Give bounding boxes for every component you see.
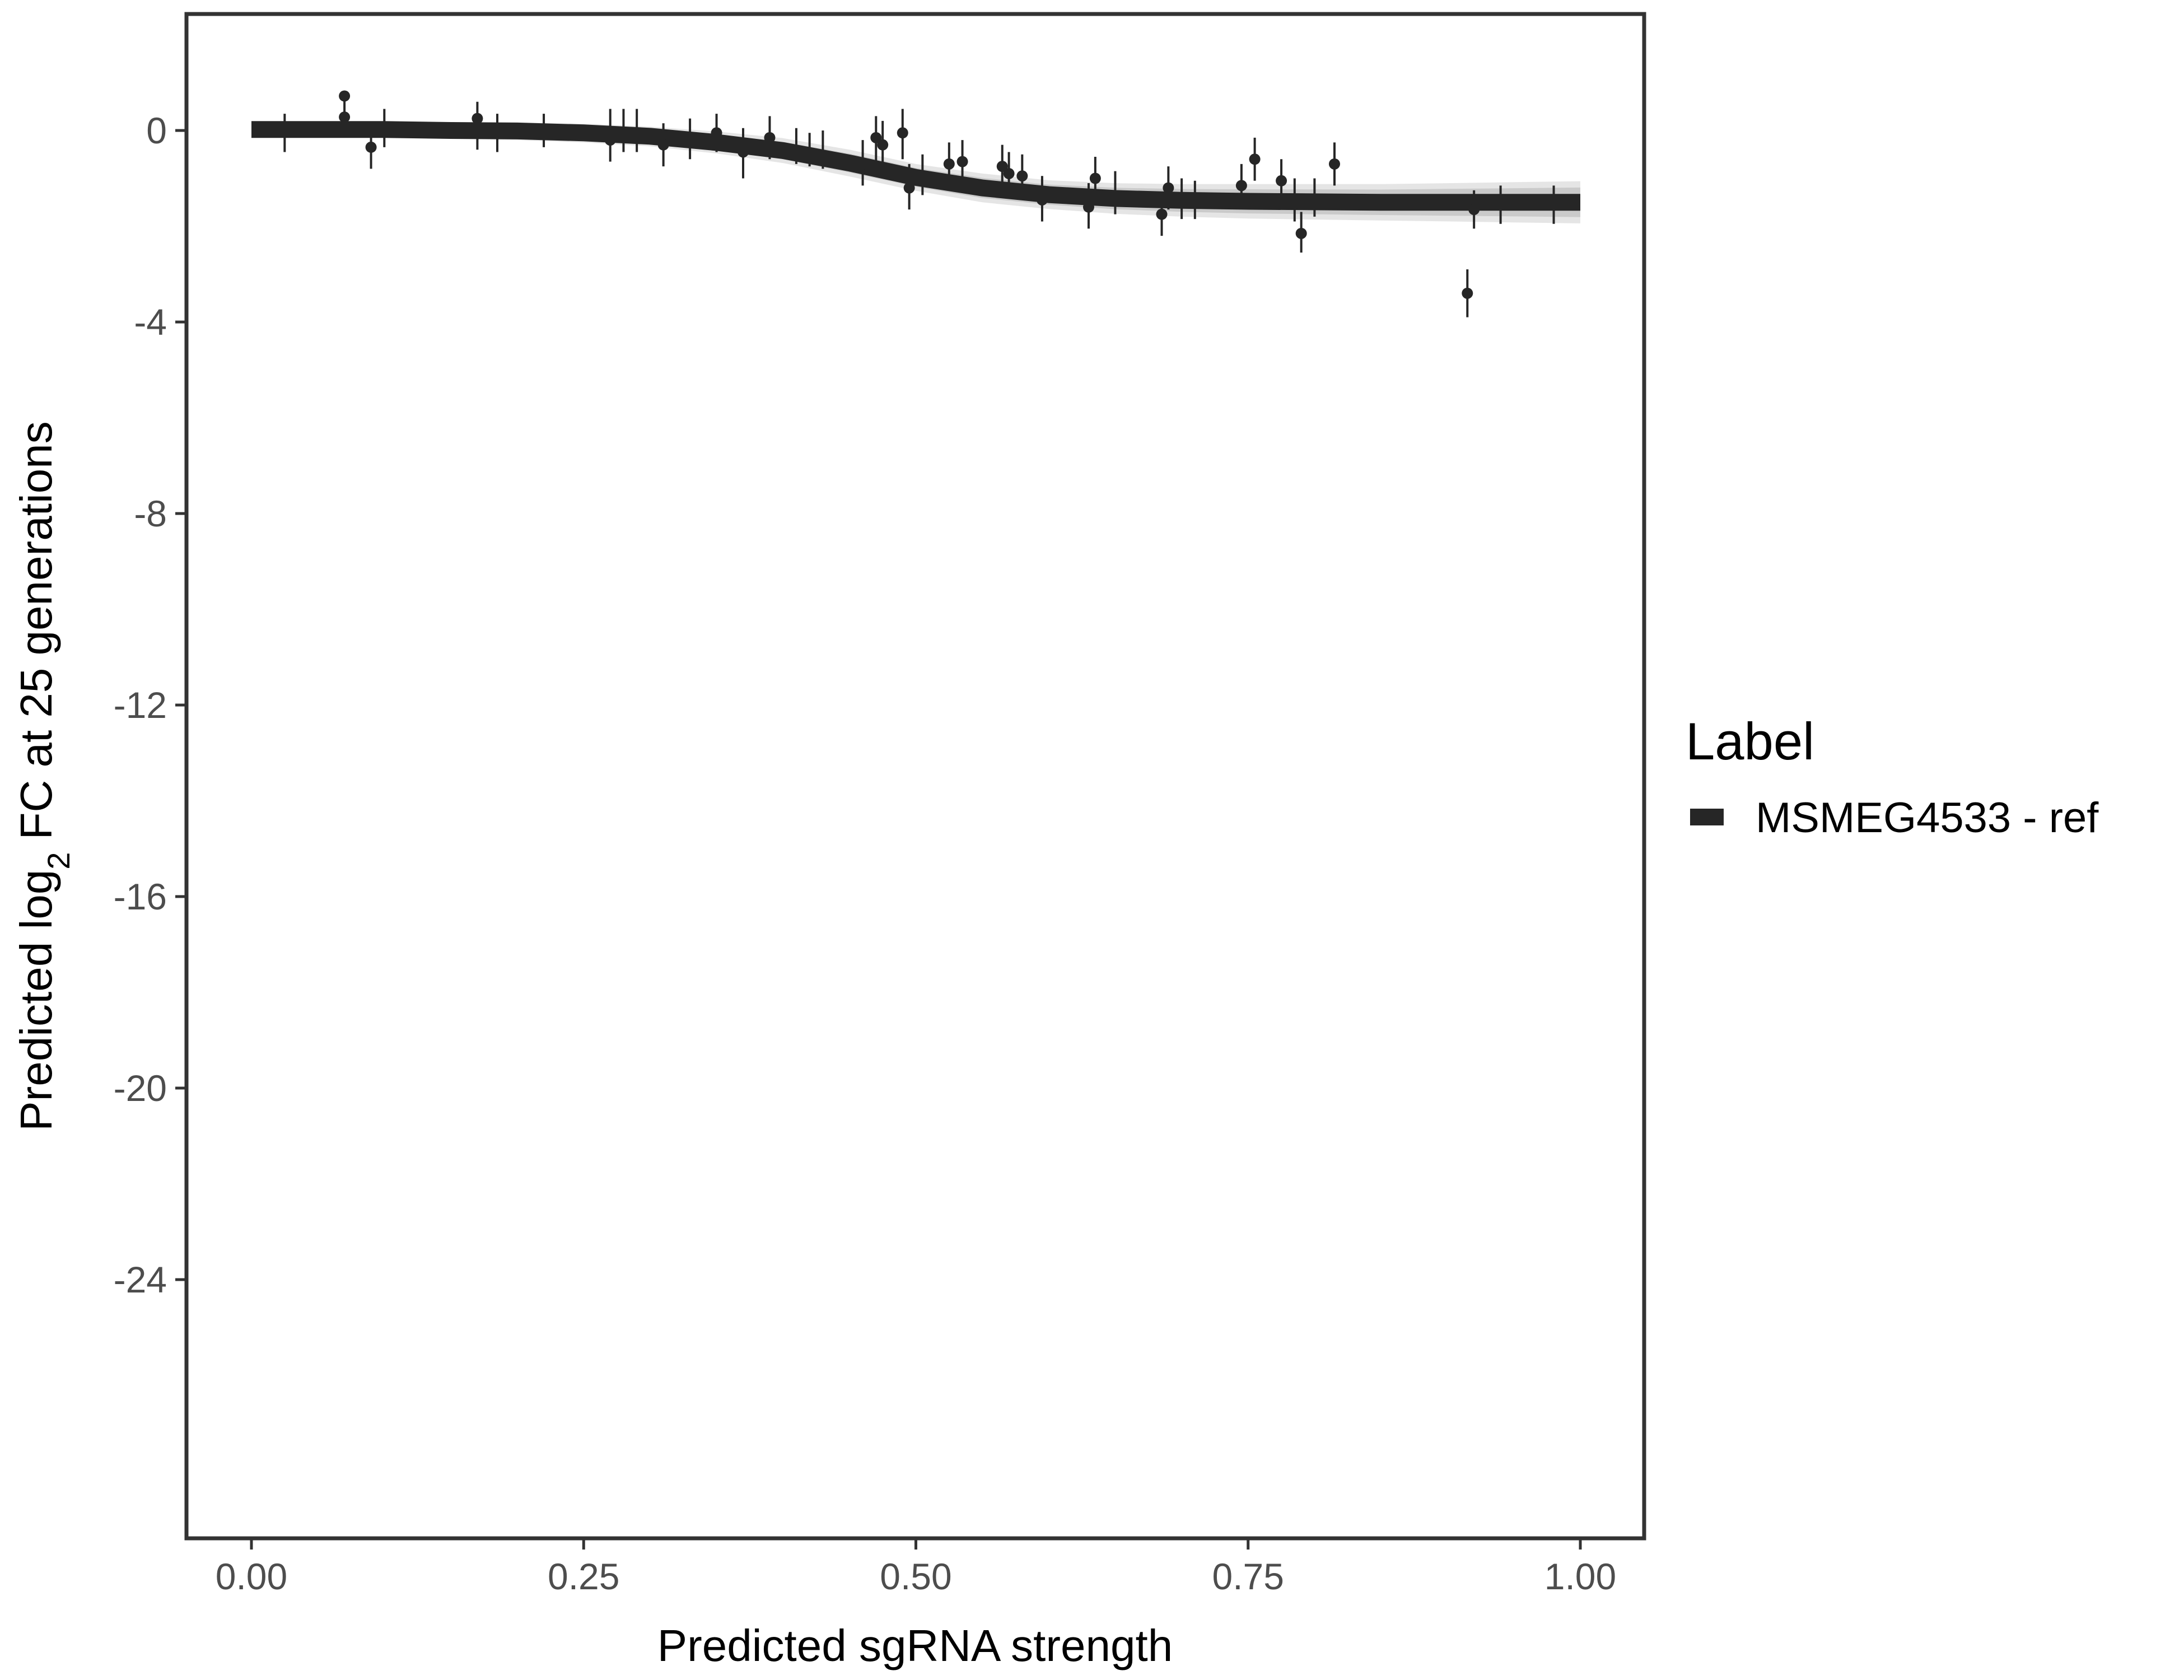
data-point [943,158,955,170]
data-point [1082,201,1094,213]
data-point [657,139,669,151]
fit-line-msmeg4533-ref [251,121,1580,211]
data-point [1036,194,1048,206]
data-point [1089,172,1101,184]
y-tick-label: -8 [134,493,167,534]
data-point [1156,208,1168,220]
data-point [996,161,1008,172]
y-tick-label: -20 [114,1067,167,1109]
plot-panel-border [184,12,1646,1541]
x-tick-label: 1.00 [1544,1556,1616,1597]
x-tick-label: 0.25 [548,1556,619,1597]
y-axis-title-suffix: FC at 25 generations [11,421,61,852]
y-axis-ticks: 0 -4 -8 -12 -16 -20 -24 [114,110,185,1300]
fit-line-group [251,121,1580,211]
data-point [339,111,351,123]
legend-entry-label: MSMEG4533 - ref [1756,794,2099,842]
data-point [1462,287,1473,299]
legend: Label MSMEG4533 - ref [1686,712,2099,842]
data-point [1016,170,1028,182]
data-point [1235,180,1247,192]
x-axis-title: Predicted sgRNA strength [657,1621,1173,1670]
y-tick-label: -24 [114,1259,167,1300]
y-tick-label: -16 [114,876,167,917]
data-point [764,132,776,143]
data-point [877,139,889,151]
y-axis-title-prefix: Predicted log [11,870,61,1131]
x-tick-label: 0.00 [216,1556,287,1597]
data-point [897,127,908,139]
legend-key-swatch [1690,809,1724,825]
data-point [339,90,351,102]
data-points-group [339,90,1480,299]
data-point [956,156,968,167]
data-point [870,132,882,143]
x-tick-label: 0.50 [880,1556,951,1597]
data-point [1003,167,1015,179]
data-point [1468,204,1480,216]
legend-title: Label [1686,712,1814,771]
y-axis-title: Predicted log2 FC at 25 generations [11,421,76,1131]
x-axis-ticks: 0.00 0.25 0.50 0.75 1.00 [216,1540,1616,1597]
data-point [903,182,915,194]
data-point [738,146,749,158]
y-tick-label: -4 [134,301,167,343]
data-point [711,127,722,139]
data-point [472,113,483,124]
data-point [1249,153,1261,165]
data-point [1163,182,1174,194]
y-axis-title-subscript: 2 [41,852,76,870]
y-tick-label: 0 [146,110,167,151]
data-point [1295,227,1307,239]
data-point [365,141,377,153]
y-tick-label: -12 [114,684,167,726]
data-point [604,134,616,146]
data-point [1328,158,1340,170]
x-tick-label: 0.75 [1212,1556,1284,1597]
data-point [857,158,869,170]
data-point [1276,175,1287,186]
